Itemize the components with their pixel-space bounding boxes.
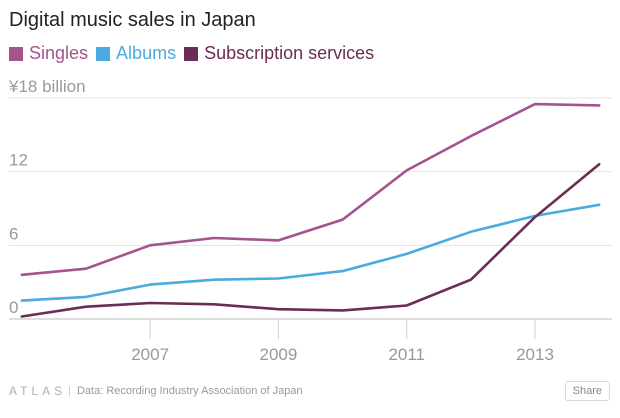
- ytick-label-12: 12: [9, 151, 28, 170]
- axis-labels: 0 6 12 ¥18 billion 2007 2009 2011 2013: [8, 77, 554, 364]
- legend-swatch-singles: [9, 46, 23, 61]
- footer: ATLAS | Data: Recording Industry Associa…: [9, 384, 303, 398]
- share-button[interactable]: Share: [564, 381, 610, 401]
- series-line-singles: [20, 102, 601, 277]
- footer-separator: |: [68, 385, 71, 397]
- legend-label-subscription: Subscription services: [204, 43, 375, 63]
- series-lines: [20, 102, 601, 318]
- legend-item-subscription: Subscription services: [184, 43, 374, 64]
- data-source: Data: Recording Industry Association of …: [76, 385, 303, 397]
- legend-label-singles: Singles: [29, 43, 89, 63]
- gridlines: [9, 97, 612, 339]
- series-line-subscription-services: [20, 163, 601, 318]
- legend-swatch-subscription: [184, 46, 199, 61]
- xtick-label-2011: 2011: [388, 345, 425, 364]
- ytick-label-18: ¥18 billion: [8, 77, 86, 96]
- chart-title: Digital music sales in Japan: [9, 9, 256, 31]
- ytick-label-0: 0: [9, 298, 18, 317]
- legend-label-albums: Albums: [116, 43, 177, 63]
- legend-item-singles: Singles: [9, 43, 88, 64]
- xtick-label-2007: 2007: [131, 345, 169, 364]
- series-line-albums: [20, 203, 601, 302]
- legend: Singles Albums Subscription services: [9, 43, 374, 64]
- legend-swatch-albums: [96, 46, 111, 61]
- xtick-label-2013: 2013: [516, 345, 554, 364]
- legend-item-albums: Albums: [96, 43, 176, 64]
- xtick-label-2009: 2009: [260, 345, 298, 364]
- atlas-logo[interactable]: ATLAS: [9, 384, 67, 398]
- ytick-label-6: 6: [9, 224, 18, 243]
